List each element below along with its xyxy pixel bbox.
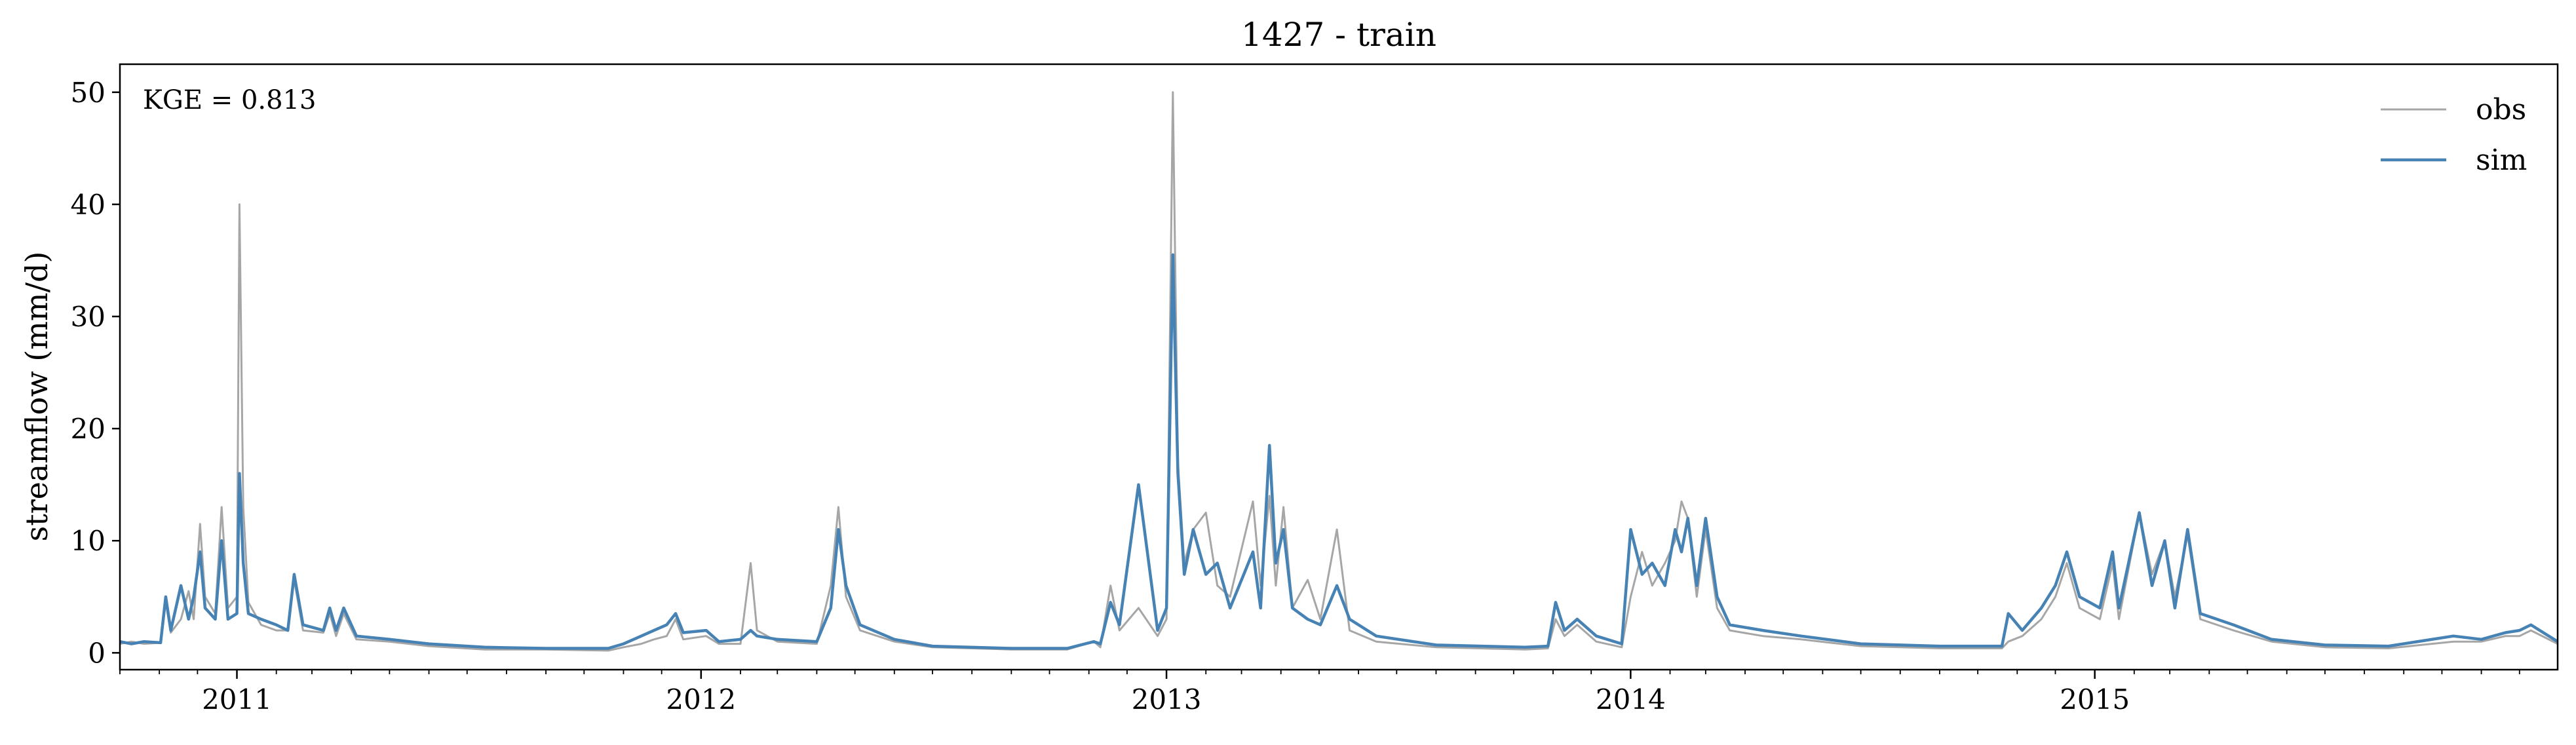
series-line-sim <box>120 253 2558 650</box>
x-tick-label: 2011 <box>202 683 272 716</box>
y-axis-label: streamflow (mm/d) <box>19 252 54 542</box>
x-axis-ticks: 2011 2012 2013 2014 2015 <box>119 670 2520 716</box>
y-tick-label: 30 <box>71 301 106 333</box>
legend-label-sim: sim <box>2476 143 2527 177</box>
kge-annotation: KGE = 0.813 <box>143 85 317 115</box>
chart-title: 1427 - train <box>1241 16 1436 54</box>
plot-frame <box>119 63 2559 671</box>
y-tick-label: 20 <box>71 413 106 445</box>
x-tick-label: 2015 <box>2060 683 2130 716</box>
y-tick-label: 40 <box>71 189 106 221</box>
x-tick-label: 2014 <box>1596 683 1666 716</box>
y-axis-ticks: 0 10 20 30 40 50 <box>71 77 120 669</box>
y-tick-label: 10 <box>71 525 106 557</box>
x-tick-label: 2013 <box>1132 683 1202 716</box>
plot-area <box>119 63 2559 671</box>
legend-label-obs: obs <box>2476 93 2526 126</box>
x-tick-label: 2012 <box>666 683 736 716</box>
legend: obs sim <box>2381 93 2527 177</box>
y-tick-label: 0 <box>88 637 106 669</box>
y-tick-label: 50 <box>71 77 106 109</box>
